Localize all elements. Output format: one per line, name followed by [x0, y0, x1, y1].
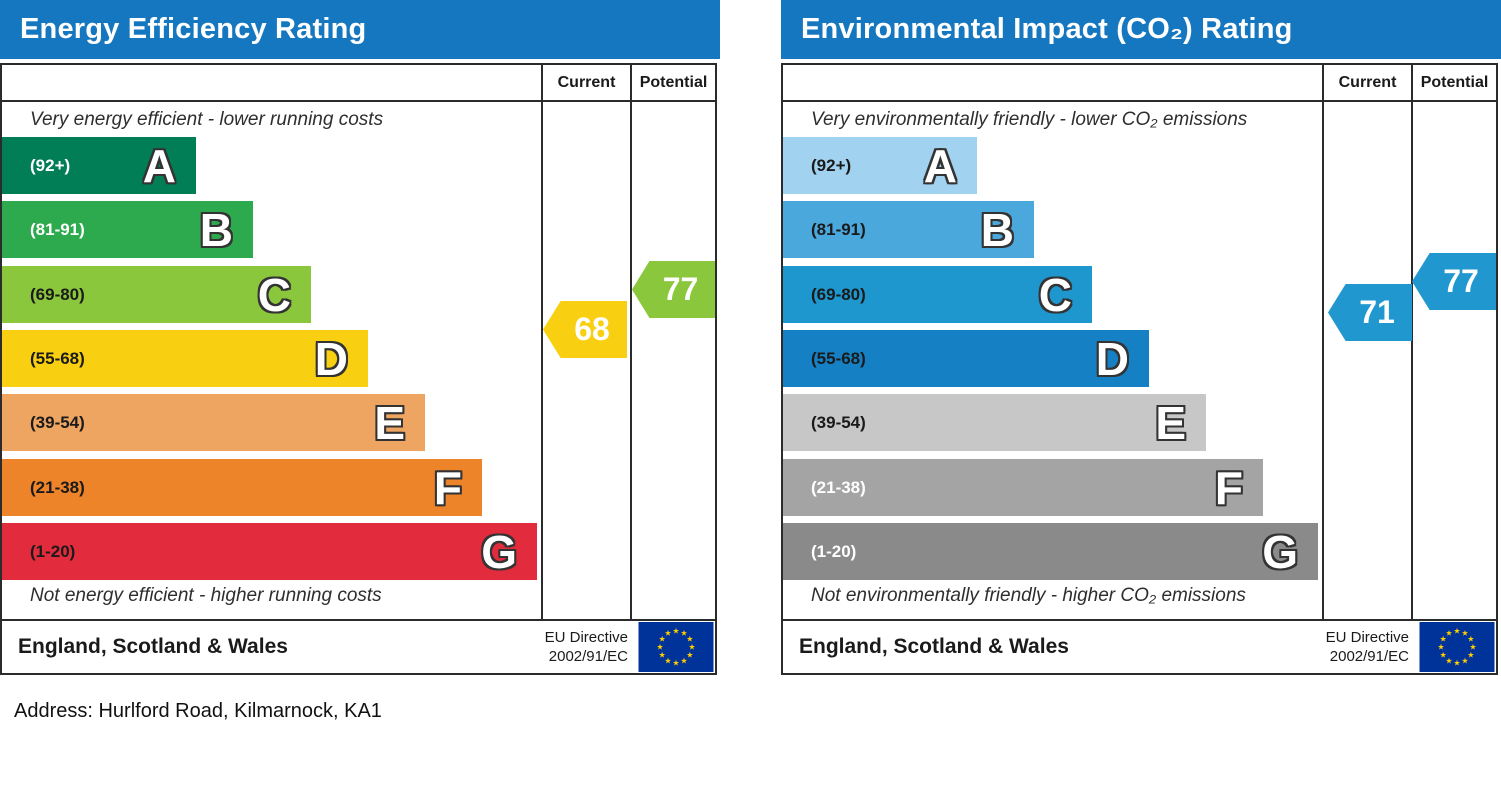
current-column-header: Current [1338, 73, 1397, 91]
band-letter: E [1155, 396, 1186, 449]
current-column-header: Current [557, 73, 616, 91]
current-column-divider [1322, 65, 1324, 621]
current-rating-arrow: 68 [543, 301, 627, 358]
band-E: (39-54) E [783, 394, 1206, 451]
potential-column-divider [1411, 65, 1413, 621]
top-caption: Very environmentally friendly - lower CO… [811, 109, 1248, 130]
top-caption: Very energy efficient - lower running co… [30, 109, 384, 130]
band-B: (81-91) B [783, 201, 1034, 258]
eu-directive-label: EU Directive 2002/91/EC [1325, 628, 1409, 666]
environmental-rating-table: Current Potential Very environmentally f… [781, 63, 1498, 675]
band-letter: G [481, 525, 517, 578]
band-G: (1-20) G [2, 523, 537, 580]
panel-title-text: Environmental Impact (CO₂) Rating [801, 13, 1293, 45]
region-label: England, Scotland & Wales [799, 635, 1069, 658]
band-range-label: (69-80) [811, 284, 866, 304]
band-range-label: (81-91) [30, 219, 85, 239]
band-F: (21-38) F [2, 459, 482, 516]
potential-column-divider [630, 65, 632, 621]
band-F: (21-38) F [783, 459, 1263, 516]
band-letter: F [433, 461, 462, 514]
eu-directive-label: EU Directive 2002/91/EC [544, 628, 628, 666]
band-letter: B [980, 203, 1014, 256]
band-letter: A [142, 139, 176, 192]
band-range-label: (21-38) [30, 477, 85, 497]
potential-rating-value: 77 [662, 271, 699, 307]
panel-footer: England, Scotland & Wales EU Directive 2… [783, 619, 1496, 673]
band-range-label: (69-80) [30, 284, 85, 304]
band-A: (92+) A [2, 137, 196, 194]
current-rating-value: 68 [574, 311, 610, 347]
band-letter: C [257, 268, 291, 321]
panel-footer: England, Scotland & Wales EU Directive 2… [2, 619, 715, 673]
band-range-label: (39-54) [811, 412, 866, 432]
band-letter: D [1095, 332, 1129, 385]
region-label: England, Scotland & Wales [18, 635, 288, 658]
band-D: (55-68) D [783, 330, 1149, 387]
energy-panel-title: Energy Efficiency Rating [0, 0, 720, 59]
band-range-label: (21-38) [811, 477, 866, 497]
band-E: (39-54) E [2, 394, 425, 451]
band-B: (81-91) B [2, 201, 253, 258]
band-C: (69-80) C [2, 266, 311, 323]
band-D: (55-68) D [2, 330, 368, 387]
header-separator [2, 100, 715, 102]
eu-flag-icon [1419, 622, 1495, 672]
band-letter: B [199, 203, 233, 256]
band-letter: E [374, 396, 405, 449]
potential-rating-arrow: 77 [632, 261, 715, 318]
band-range-label: (55-68) [30, 348, 85, 368]
band-range-label: (1-20) [30, 541, 76, 561]
potential-column-header: Potential [1420, 73, 1489, 91]
band-C: (69-80) C [783, 266, 1092, 323]
band-letter: A [923, 139, 957, 192]
header-separator [783, 100, 1496, 102]
band-range-label: (92+) [30, 155, 71, 175]
band-range-label: (81-91) [811, 219, 866, 239]
band-range-label: (92+) [811, 155, 852, 175]
bottom-caption: Not environmentally friendly - higher CO… [811, 585, 1246, 606]
panel-title-text: Energy Efficiency Rating [20, 13, 367, 45]
environmental-impact-panel: Environmental Impact (CO₂) Rating Curren… [781, 0, 1501, 680]
environmental-panel-title: Environmental Impact (CO₂) Rating [781, 0, 1501, 59]
current-column-divider [541, 65, 543, 621]
band-G: (1-20) G [783, 523, 1318, 580]
band-A: (92+) A [783, 137, 977, 194]
band-range-label: (55-68) [811, 348, 866, 368]
energy-efficiency-panel: Energy Efficiency Rating Current Potenti… [0, 0, 720, 680]
energy-rating-table: Current Potential Very energy efficient … [0, 63, 717, 675]
eu-flag-icon [638, 622, 714, 672]
band-letter: F [1214, 461, 1243, 514]
potential-rating-value: 77 [1443, 263, 1479, 299]
potential-rating-arrow: 77 [1412, 253, 1496, 310]
band-range-label: (39-54) [30, 412, 85, 432]
band-range-label: (1-20) [811, 541, 857, 561]
property-address: Address: Hurlford Road, Kilmarnock, KA1 [14, 700, 382, 722]
current-rating-arrow: 71 [1328, 284, 1412, 341]
band-letter: D [314, 332, 348, 385]
potential-column-header: Potential [639, 73, 708, 91]
band-letter: G [1262, 525, 1298, 578]
bottom-caption: Not energy efficient - higher running co… [30, 585, 382, 606]
current-rating-value: 71 [1359, 294, 1395, 330]
band-letter: C [1038, 268, 1072, 321]
